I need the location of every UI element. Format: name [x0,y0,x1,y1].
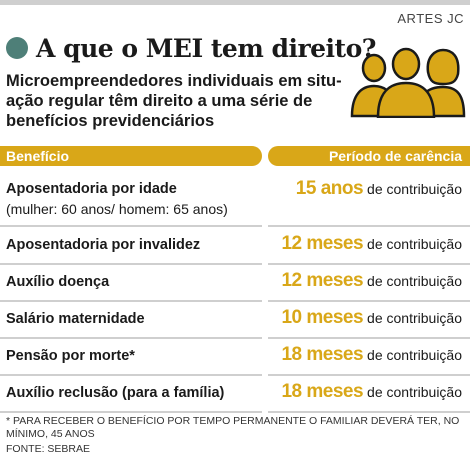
table-row: Salário maternidade 10 meses de contribu… [0,302,470,337]
benefit-name: Salário maternidade [6,311,145,327]
bullet-icon [6,37,28,59]
period-value: 18 meses [281,344,364,365]
row-separator [0,337,262,339]
row-separator [268,411,470,413]
intro-line: ação regular têm direito a uma série de [6,92,313,110]
benefit-name: Aposentadoria por invalidez [6,237,201,253]
table-row: Auxílio doença 12 meses de contribuição [0,265,470,300]
people-group-icon [350,47,466,118]
credit: ARTES JC [397,11,464,26]
title-row: A que o MEI tem direito? [6,33,376,63]
table-row: Aposentadoria por idade (mulher: 60 anos… [0,168,470,224]
period-cell: 18 meses de contribuição [281,344,462,366]
period-suffix: de contribuição [367,181,462,197]
table-row: Auxílio reclusão (para a família) 18 mes… [0,376,470,411]
period-suffix: de contribuição [367,273,462,289]
row-separator [0,374,262,376]
table-row: Aposentadoria por invalidez 12 meses de … [0,227,470,263]
row-separator [268,337,470,339]
period-value: 12 meses [281,233,364,254]
table-row: Pensão por morte* 18 meses de contribuiç… [0,339,470,374]
row-separator [0,411,262,413]
header-benefit: Benefício [0,146,262,166]
benefit-name: Auxílio doença [6,274,110,290]
period-cell: 10 meses de contribuição [281,307,462,329]
row-separator [0,300,262,302]
benefit-name: Aposentadoria por idade [6,181,177,197]
row-separator [0,225,262,227]
row-separator [268,300,470,302]
intro-line: Microempreendedores individuais em situ- [6,72,342,90]
source: FONTE: SEBRAE [6,443,91,455]
row-separator [268,225,470,227]
top-rule [0,0,470,5]
row-separator [0,263,262,265]
period-cell: 12 meses de contribuição [281,270,462,292]
period-cell: 12 meses de contribuição [281,233,462,255]
footnote: * PARA RECEBER O BENEFÍCIO POR TEMPO PER… [6,415,460,440]
page-title: A que o MEI tem direito? [36,33,376,63]
intro-text: Microempreendedores individuais em situ-… [6,71,346,131]
period-suffix: de contribuição [367,310,462,326]
period-value: 15 anos [295,178,364,199]
benefit-name: Auxílio reclusão (para a família) [6,385,225,401]
period-value: 10 meses [281,307,364,328]
period-suffix: de contribuição [367,236,462,252]
period-value: 12 meses [281,270,364,291]
benefit-note: (mulher: 60 anos/ homem: 65 anos) [6,201,228,217]
row-separator [268,374,470,376]
row-separator [268,263,470,265]
period-value: 18 meses [281,381,364,402]
period-suffix: de contribuição [367,384,462,400]
period-cell: 15 anos de contribuição [296,178,462,200]
benefit-name: Pensão por morte* [6,348,135,364]
intro-line: benefícios previdenciários [6,112,215,130]
header-period: Período de carência [268,146,470,166]
period-cell: 18 meses de contribuição [281,381,462,403]
period-suffix: de contribuição [367,347,462,363]
